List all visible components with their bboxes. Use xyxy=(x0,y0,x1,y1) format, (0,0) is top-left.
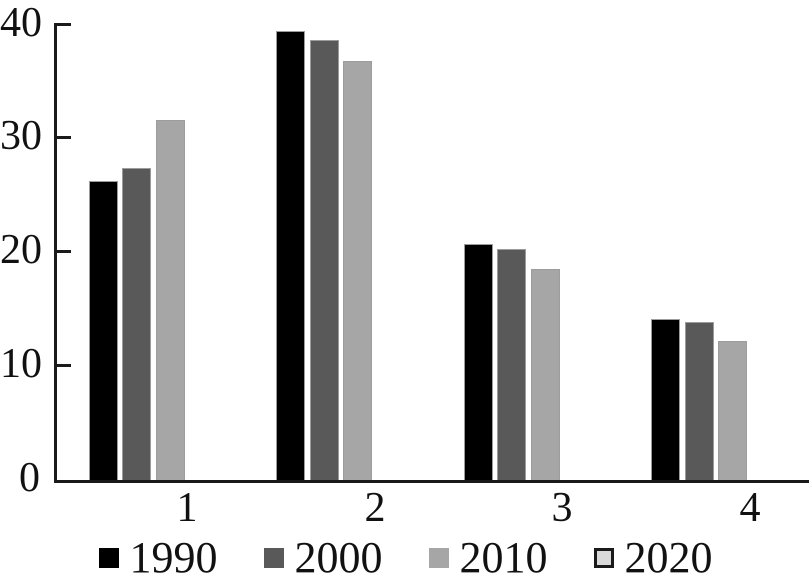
y-axis-label-0: 0 xyxy=(19,455,40,501)
legend-label-2020: 2020 xyxy=(624,533,713,582)
y-tick-40 xyxy=(57,23,71,26)
legend-item-2000: 2000 xyxy=(263,533,383,582)
y-axis-label-20: 20 xyxy=(0,227,42,273)
y-axis-label-30: 30 xyxy=(0,113,42,159)
y-tick-20 xyxy=(57,250,71,253)
bar-1990-group-4 xyxy=(651,319,680,480)
legend-item-2020: 2020 xyxy=(593,533,713,582)
x-axis-label-1: 1 xyxy=(176,485,198,531)
x-axis-label-4: 4 xyxy=(739,485,761,531)
x-axis-label-3: 3 xyxy=(551,485,573,531)
legend-swatch-2010 xyxy=(428,548,449,568)
legend-label-2000: 2000 xyxy=(294,533,383,582)
bar-2000-group-3 xyxy=(497,249,526,480)
legend: 1990 2000 2010 2020 xyxy=(0,534,811,582)
legend-item-1990: 1990 xyxy=(98,533,218,582)
legend-label-2010: 2010 xyxy=(459,533,548,582)
bar-2010-group-4 xyxy=(718,341,747,480)
bar-2000-group-4 xyxy=(684,322,714,480)
y-axis-label-40: 40 xyxy=(0,0,42,46)
legend-swatch-2000 xyxy=(263,548,284,568)
legend-label-1990: 1990 xyxy=(129,533,218,582)
y-axis-label-10: 10 xyxy=(0,341,42,387)
bar-1990-group-3 xyxy=(463,244,493,480)
bar-2010-group-2 xyxy=(343,61,372,480)
y-tick-10 xyxy=(57,364,71,367)
legend-item-2010: 2010 xyxy=(428,533,548,582)
bar-1990-group-1 xyxy=(88,181,118,480)
y-tick-30 xyxy=(57,136,71,139)
plot-area xyxy=(54,23,809,483)
x-axis-label-2: 2 xyxy=(364,485,386,531)
bar-2000-group-2 xyxy=(309,40,339,480)
legend-swatch-1990 xyxy=(98,548,119,568)
bar-1990-group-2 xyxy=(276,31,305,480)
bar-2000-group-1 xyxy=(122,168,151,480)
bar-2010-group-3 xyxy=(530,269,560,480)
bar-2010-group-1 xyxy=(155,120,185,480)
legend-swatch-2020 xyxy=(593,548,614,568)
